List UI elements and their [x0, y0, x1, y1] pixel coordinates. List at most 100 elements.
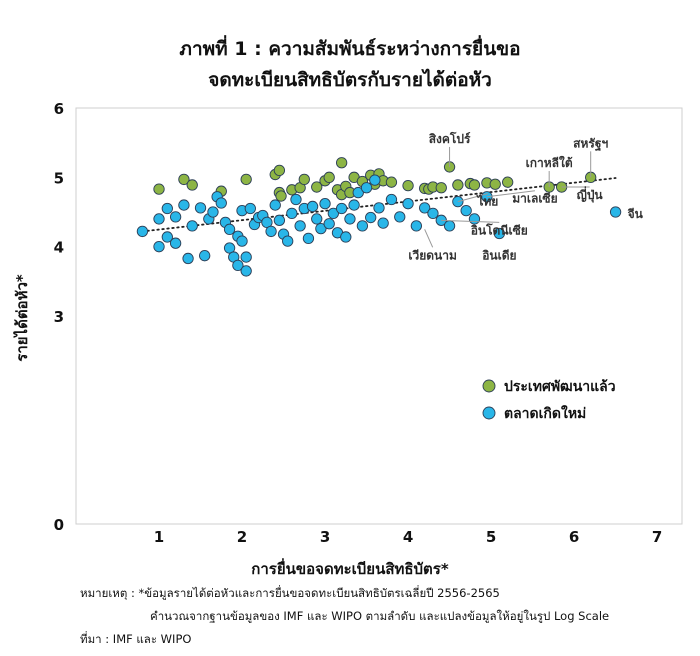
y-tick-label: 0: [54, 516, 64, 534]
x-tick-label: 1: [154, 528, 164, 546]
country-label: ไทย: [475, 194, 498, 209]
emerging-market-point: [306, 200, 319, 213]
emerging-market-point: [460, 204, 472, 217]
developed-country-point: [385, 176, 398, 188]
emerging-market-point: [215, 197, 227, 209]
developed-country-point: [502, 176, 514, 188]
x-axis-label: การยื่นขอจดทะเบียนสิทธิบัตร*: [251, 558, 449, 578]
emerging-market-point: [443, 220, 456, 232]
emerging-market-point: [240, 265, 252, 277]
developed-country-point: [186, 179, 198, 191]
country-label: สิงคโปร์: [429, 131, 471, 146]
annotation-arrow: [486, 190, 535, 198]
emerging-market-point: [452, 195, 464, 208]
legend-label: ตลาดเกิดใหม่: [504, 404, 586, 422]
country-label: สหรัฐฯ: [573, 136, 608, 151]
developed-country-point: [298, 173, 310, 186]
country-label: อินเดีย: [482, 248, 516, 262]
emerging-market-point: [609, 206, 622, 218]
footnote-1: หมายเหตุ : *ข้อมูลรายได้ต่อหัวและการยื่น…: [80, 586, 500, 600]
emerging-market-point: [340, 231, 352, 243]
emerging-market-point: [286, 207, 298, 220]
y-tick-label: 4: [54, 239, 64, 257]
emerging-market-point: [394, 211, 406, 223]
emerging-market-point: [265, 225, 277, 238]
emerging-market-point: [427, 207, 439, 220]
country-label: อินโดนีเซีย: [471, 222, 528, 237]
emerging-market-point: [385, 193, 398, 206]
emerging-market-point: [352, 186, 364, 199]
emerging-market-point: [302, 232, 315, 244]
developed-country-point: [335, 157, 348, 169]
emerging-market-point: [410, 220, 423, 232]
title-line-2: จดทะเบียนสิทธิบัตรกับรายได้ต่อหัว: [208, 69, 492, 91]
emerging-market-point: [356, 220, 369, 232]
footnote-2: คำนวณจากฐานข้อมูลของ IMF และ WIPO ตามลำด…: [150, 609, 610, 623]
developed-country-point: [435, 182, 447, 194]
x-tick-label: 6: [569, 528, 579, 546]
country-label: เวียดนาม: [408, 248, 457, 262]
country-label: เกาหลีใต้: [526, 155, 573, 170]
developed-country-point: [468, 179, 481, 191]
y-tick-label: 3: [54, 308, 64, 326]
emerging-market-point: [319, 198, 331, 210]
emerging-market-point: [194, 202, 207, 214]
annotation-arrow: [424, 229, 434, 248]
developed-country-point: [452, 179, 464, 191]
x-tick-label: 3: [320, 528, 330, 546]
emerging-market-point: [182, 252, 194, 265]
emerging-market-point: [369, 174, 381, 186]
chart-title: ภาพที่ 1 : ความสัมพันธ์ระหว่างการยื่นขอ …: [0, 34, 700, 96]
emerging-market-point: [377, 217, 389, 229]
developed-country-point: [275, 190, 287, 202]
legend-marker: [482, 406, 496, 420]
developed-country-point: [178, 173, 190, 186]
emerging-market-point: [186, 220, 198, 232]
developed-country-point: [489, 178, 501, 190]
emerging-market-point: [344, 213, 356, 225]
emerging-market-point: [493, 227, 506, 240]
title-line-1: ภาพที่ 1 : ความสัมพันธ์ระหว่างการยื่นขอ: [179, 38, 521, 60]
data-points: [136, 157, 622, 277]
emerging-market-point: [348, 199, 360, 211]
emerging-market-point: [153, 213, 165, 225]
y-tick-label: 5: [54, 169, 64, 187]
source-note: ที่มา : IMF และ WIPO: [80, 632, 192, 646]
emerging-market-point: [244, 202, 256, 215]
y-tick-label: 6: [54, 100, 64, 118]
emerging-market-point: [290, 193, 302, 206]
emerging-market-point: [199, 250, 211, 262]
developed-country-point: [153, 183, 165, 195]
emerging-market-point: [207, 206, 219, 218]
emerging-market-point: [360, 182, 373, 194]
emerging-market-point: [335, 202, 348, 215]
emerging-market-point: [273, 214, 286, 226]
country-label: มาเลเซีย: [512, 192, 557, 206]
emerging-market-point: [223, 223, 236, 235]
developed-country-point: [311, 181, 323, 193]
annotation-arrow: [441, 219, 500, 223]
x-tick-label: 7: [652, 528, 662, 546]
emerging-market-point: [169, 237, 182, 249]
emerging-market-point: [240, 251, 252, 263]
country-label: จีน: [628, 207, 644, 221]
annotation-arrow: [457, 193, 488, 203]
emerging-market-point: [232, 259, 244, 272]
emerging-market-point: [169, 211, 182, 223]
emerging-market-point: [365, 211, 377, 224]
emerging-market-point: [323, 218, 335, 230]
x-tick-labels: 1 2 3 4 5 6 7: [154, 528, 663, 546]
developed-country-point: [323, 171, 335, 183]
emerging-market-point: [269, 199, 281, 211]
emerging-market-point: [178, 199, 190, 211]
emerging-market-point: [311, 213, 323, 225]
emerging-market-point: [161, 202, 173, 215]
emerging-market-point: [419, 202, 431, 214]
emerging-market-point: [153, 241, 165, 253]
emerging-market-point: [373, 202, 385, 214]
x-tick-label: 4: [403, 528, 413, 546]
emerging-market-point: [327, 207, 339, 220]
emerging-market-point: [315, 222, 327, 235]
